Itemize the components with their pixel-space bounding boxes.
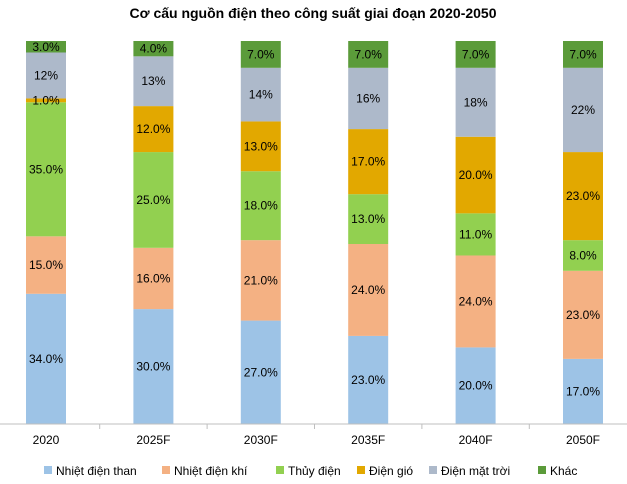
bar-segment [240, 240, 281, 321]
bar-segment [133, 41, 174, 57]
bar-segment [26, 236, 66, 294]
data-label: 23.0% [351, 373, 385, 387]
data-label: 13.0% [244, 139, 278, 153]
legend-swatch [44, 466, 52, 474]
bar-segment [240, 320, 281, 424]
data-label: 24.0% [351, 283, 385, 297]
x-tick-label: 2025F [136, 433, 170, 447]
data-label: 30.0% [136, 360, 170, 374]
x-tick-label: 2050F [566, 433, 600, 447]
legend-label: Điện gió [369, 464, 413, 478]
data-label: 35.0% [29, 162, 63, 176]
bars-group [26, 41, 603, 424]
bar-segment [133, 56, 174, 107]
data-label: 13.0% [351, 212, 385, 226]
x-tick-label: 2020 [33, 433, 60, 447]
bar-segment [563, 152, 603, 241]
bar-segment [455, 67, 496, 137]
bar-segment [26, 52, 66, 99]
data-label: 7.0% [569, 47, 597, 61]
data-label: 7.0% [247, 47, 275, 61]
data-label: 7.0% [355, 47, 383, 61]
data-label: 25.0% [136, 193, 170, 207]
data-label: 21.0% [244, 273, 278, 287]
bar-segment [455, 255, 496, 348]
data-labels-group: 34.0% 15.0% 35.0% 1.0% 12% 3.0% 30.0% 16.0% 25.0… [29, 40, 600, 399]
data-label: 12% [34, 68, 58, 82]
legend-label: Nhiệt điện khí [174, 464, 248, 478]
data-label: 27.0% [244, 365, 278, 379]
legend-label: Nhiệt điện than [56, 464, 137, 478]
bar-segment [348, 41, 389, 68]
chart-title: Cơ cấu nguồn điện theo công suất giai đo… [129, 5, 496, 21]
data-label: 20.0% [459, 168, 493, 182]
bar-segment [133, 309, 174, 424]
legend-swatch [162, 466, 170, 474]
bar-segment [563, 270, 603, 359]
data-label: 16.0% [136, 271, 170, 285]
bar-segment [455, 41, 496, 68]
x-tick-label: 2030F [244, 433, 278, 447]
x-tick-label: 2040F [459, 433, 493, 447]
data-label: 13% [141, 74, 165, 88]
legend-swatch [276, 466, 284, 474]
legend: Nhiệt điện than Nhiệt điện khí Thủy điện Đi… [44, 464, 577, 478]
data-label: 8.0% [569, 248, 597, 262]
data-label: 4.0% [140, 42, 168, 56]
data-label: 14% [249, 88, 273, 102]
data-label: 18% [464, 95, 488, 109]
bar-segment [240, 171, 281, 241]
data-label: 11.0% [459, 227, 492, 241]
bar-segment [348, 194, 389, 244]
data-label: 34.0% [29, 352, 63, 366]
bar-segment [133, 152, 174, 248]
legend-swatch [357, 466, 365, 474]
data-label: 16% [356, 91, 380, 105]
bar-segment [26, 102, 66, 237]
data-label: 17.0% [566, 384, 600, 398]
x-tick-labels: 2020 2025F 2030F 2035F 2040F 2050F [33, 424, 600, 447]
bar-segment [348, 335, 389, 424]
bar-segment [348, 67, 389, 130]
data-label: 15.0% [29, 258, 63, 272]
bar-segment [563, 67, 603, 153]
bar-segment [455, 347, 496, 424]
bar-segment [563, 41, 603, 68]
data-label: 20.0% [459, 379, 493, 393]
data-label: 18.0% [244, 199, 278, 213]
x-tick-label: 2035F [351, 433, 385, 447]
bar-segment [348, 243, 389, 336]
legend-swatch [429, 466, 437, 474]
bar-segment [455, 213, 496, 256]
data-label: 22% [571, 103, 595, 117]
legend-swatch [538, 466, 546, 474]
bar-segment [26, 98, 66, 103]
data-label: 12.0% [136, 122, 170, 136]
bar-segment [348, 129, 389, 195]
data-label: 7.0% [462, 47, 490, 61]
legend-label: Khác [550, 464, 577, 478]
data-label: 23.0% [566, 189, 600, 203]
bar-segment [455, 136, 496, 214]
bar-segment [240, 121, 281, 172]
data-label: 3.0% [32, 40, 60, 54]
bar-segment [240, 41, 281, 68]
data-label: 24.0% [459, 294, 493, 308]
bar-segment [563, 358, 603, 424]
data-label: 1.0% [32, 93, 60, 107]
bar-segment [133, 106, 174, 153]
bar-segment [26, 41, 66, 53]
legend-label: Thủy điện [288, 464, 341, 478]
data-label: 17.0% [351, 155, 385, 169]
data-label: 23.0% [566, 308, 600, 322]
bar-segment [240, 67, 281, 122]
legend-label: Điện mặt trời [441, 464, 510, 478]
bar-segment [563, 240, 603, 271]
bar-segment [26, 293, 66, 424]
bar-segment [133, 247, 174, 310]
